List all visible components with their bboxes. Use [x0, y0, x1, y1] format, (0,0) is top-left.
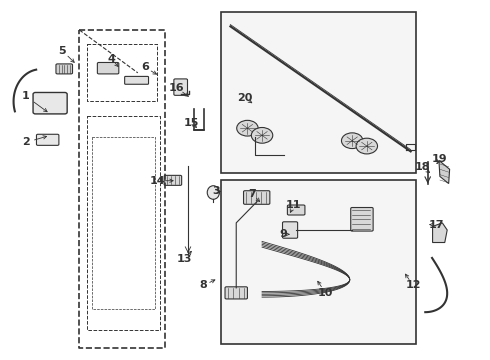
FancyBboxPatch shape [124, 76, 148, 84]
FancyBboxPatch shape [164, 175, 182, 185]
FancyBboxPatch shape [244, 191, 270, 204]
Text: 19: 19 [432, 154, 448, 164]
Text: 2: 2 [22, 138, 29, 148]
FancyBboxPatch shape [174, 79, 188, 95]
Text: 8: 8 [200, 280, 207, 291]
Text: 1: 1 [22, 91, 29, 101]
Polygon shape [439, 160, 450, 184]
Text: 18: 18 [415, 162, 431, 172]
Text: 11: 11 [286, 200, 301, 210]
Text: 14: 14 [149, 176, 165, 186]
Circle shape [237, 120, 258, 136]
Bar [220, 12, 416, 173]
Text: 7: 7 [248, 189, 256, 199]
Polygon shape [433, 223, 447, 243]
Circle shape [356, 138, 377, 154]
FancyBboxPatch shape [283, 222, 297, 238]
Ellipse shape [207, 186, 220, 199]
Text: 9: 9 [279, 229, 287, 239]
FancyBboxPatch shape [56, 64, 73, 74]
FancyBboxPatch shape [225, 287, 247, 299]
Bar [220, 180, 416, 344]
Text: 3: 3 [212, 186, 220, 197]
Circle shape [251, 127, 273, 143]
Text: 17: 17 [428, 220, 444, 230]
Text: 5: 5 [58, 46, 66, 56]
Text: 13: 13 [176, 254, 192, 264]
Text: 16: 16 [169, 83, 185, 93]
Text: 4: 4 [107, 54, 115, 64]
Text: 6: 6 [141, 63, 149, 72]
Text: 10: 10 [318, 288, 333, 297]
FancyBboxPatch shape [36, 134, 59, 145]
FancyBboxPatch shape [288, 205, 305, 215]
Text: 20: 20 [237, 93, 253, 103]
Text: 15: 15 [184, 118, 199, 128]
Text: 12: 12 [405, 280, 421, 291]
FancyBboxPatch shape [33, 93, 67, 114]
FancyBboxPatch shape [98, 63, 119, 74]
FancyBboxPatch shape [351, 207, 373, 231]
Circle shape [342, 133, 363, 149]
